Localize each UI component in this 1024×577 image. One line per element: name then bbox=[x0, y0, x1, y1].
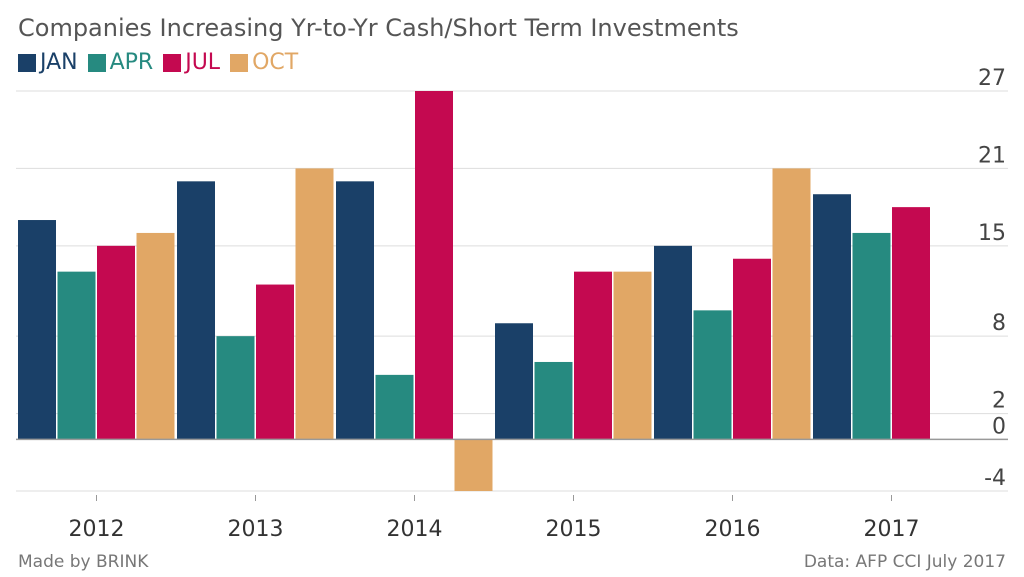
bar-jan-2012 bbox=[18, 220, 56, 440]
bar-oct-2016 bbox=[772, 168, 811, 440]
bar-oct-2015 bbox=[613, 271, 652, 440]
legend-item-jan: JAN bbox=[18, 50, 78, 75]
bar-jan-2013 bbox=[177, 181, 215, 440]
bar-jul-2012 bbox=[97, 245, 135, 440]
x-tick-label: 2013 bbox=[228, 517, 284, 542]
legend: JAN APR JUL OCT bbox=[18, 50, 308, 75]
bar-oct-2013 bbox=[295, 168, 334, 440]
bar-jul-2016 bbox=[733, 258, 771, 440]
legend-label-jul: JUL bbox=[185, 50, 221, 75]
y-tick-label: 2 bbox=[992, 389, 1006, 414]
y-tick-label: 0 bbox=[992, 414, 1006, 439]
y-tick-label: -4 bbox=[984, 466, 1006, 491]
chart-title: Companies Increasing Yr-to-Yr Cash/Short… bbox=[18, 14, 739, 42]
legend-item-oct: OCT bbox=[230, 50, 298, 75]
y-tick-label: 21 bbox=[978, 143, 1006, 168]
bar-apr-2016 bbox=[693, 310, 732, 440]
bar-jan-2015 bbox=[495, 323, 533, 440]
bar-apr-2012 bbox=[57, 271, 96, 440]
legend-label-apr: APR bbox=[109, 50, 154, 75]
legend-label-jan: JAN bbox=[40, 50, 78, 75]
legend-item-apr: APR bbox=[87, 50, 154, 75]
bar-jan-2014 bbox=[336, 181, 374, 440]
bar-jul-2015 bbox=[574, 271, 612, 440]
x-tick-label: 2014 bbox=[387, 517, 443, 542]
x-tick-label: 2016 bbox=[705, 517, 761, 542]
y-tick-label: 27 bbox=[978, 66, 1006, 91]
legend-swatch-jul bbox=[163, 53, 182, 72]
bar-apr-2013 bbox=[216, 336, 255, 440]
bar-jul-2014 bbox=[415, 91, 453, 440]
x-tick-label: 2012 bbox=[69, 517, 125, 542]
legend-label-oct: OCT bbox=[252, 50, 299, 75]
bar-apr-2014 bbox=[375, 374, 414, 440]
bar-apr-2017 bbox=[852, 232, 891, 440]
legend-swatch-jan bbox=[18, 53, 36, 72]
bar-oct-2014 bbox=[454, 439, 493, 491]
bar-jan-2016 bbox=[654, 245, 692, 440]
legend-swatch-apr bbox=[87, 53, 106, 72]
credit-text: Made by BRINK bbox=[18, 552, 149, 572]
source-text: Data: AFP CCI July 2017 bbox=[803, 552, 1006, 572]
bar-apr-2015 bbox=[534, 361, 573, 440]
y-tick-label: 15 bbox=[978, 221, 1006, 246]
x-tick-label: 2015 bbox=[546, 517, 602, 542]
bar-jul-2017 bbox=[892, 207, 930, 440]
x-tick-label: 2017 bbox=[864, 517, 920, 542]
bar-jan-2017 bbox=[813, 194, 851, 440]
y-tick-label: 8 bbox=[992, 311, 1006, 336]
bar-jul-2013 bbox=[256, 284, 294, 440]
bar-oct-2012 bbox=[136, 232, 175, 440]
legend-swatch-oct bbox=[230, 53, 249, 72]
legend-item-jul: JUL bbox=[163, 50, 220, 75]
